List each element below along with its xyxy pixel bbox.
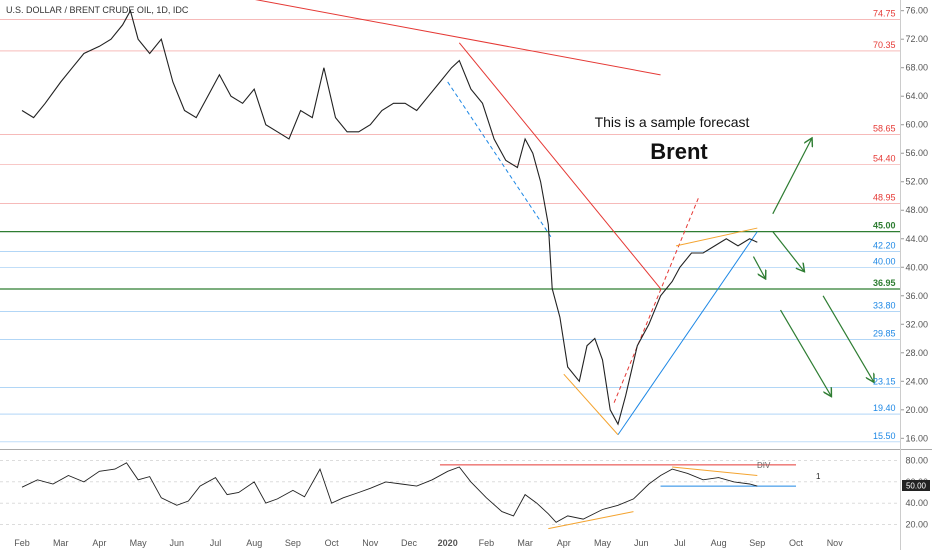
level-label-12: 19.40 — [873, 403, 896, 413]
trendline-0 — [254, 0, 661, 76]
price-tick-label-4: 60.00 — [905, 120, 928, 130]
level-label-10: 29.85 — [873, 329, 896, 339]
rsi-line-2 — [548, 511, 634, 530]
time-label-9: Nov — [362, 538, 379, 548]
level-label-9: 33.80 — [873, 300, 896, 310]
price-tick-label-5: 56.00 — [905, 148, 928, 158]
forecast-note: This is a sample forecast — [595, 114, 750, 130]
forecast-arrow-0 — [772, 139, 812, 215]
price-tick-label-7: 48.00 — [905, 205, 928, 215]
price-tick-label-15: 16.00 — [905, 433, 928, 443]
level-label-5: 45.00 — [873, 221, 896, 231]
level-labels: 74.75 70.35 58.65 54.40 48.95 45.00 42.20 40.00… — [873, 9, 896, 441]
price-tick-label-2: 68.00 — [905, 63, 928, 73]
time-label-14: Apr — [557, 538, 571, 548]
price-tick-label-12: 28.00 — [905, 348, 928, 358]
level-label-0: 74.75 — [873, 9, 896, 19]
rsi-tick-label-2: 40.00 — [905, 498, 928, 508]
price-tick-label-11: 32.00 — [905, 319, 928, 329]
time-label-2: Apr — [92, 538, 106, 548]
time-label-10: Dec — [401, 538, 418, 548]
level-label-2: 58.65 — [873, 123, 896, 133]
level-label-7: 40.00 — [873, 256, 896, 266]
time-label-17: Jul — [674, 538, 686, 548]
forecast-arrow-2 — [752, 256, 765, 278]
price-axis[interactable]: 76.00 72.00 68.00 64.00 60.00 56.00 52.00 48.00… — [900, 6, 928, 444]
time-label-3: May — [130, 538, 148, 548]
time-label-4: Jun — [170, 538, 185, 548]
rsi-tick-label-0: 80.00 — [905, 456, 928, 466]
time-label-19: Sep — [749, 538, 765, 548]
trendline-6 — [563, 373, 619, 436]
time-label-13: Mar — [517, 538, 533, 548]
price-level-lines — [0, 19, 900, 443]
price-tick-label-0: 76.00 — [905, 6, 928, 16]
trendline-5 — [675, 227, 758, 247]
trendline-2 — [447, 81, 553, 240]
trendline-4 — [613, 195, 700, 403]
time-label-15: May — [594, 538, 612, 548]
time-label-5: Jul — [210, 538, 222, 548]
price-tick-label-1: 72.00 — [905, 34, 928, 44]
time-label-16: Jun — [634, 538, 649, 548]
level-label-13: 15.50 — [873, 431, 896, 441]
level-label-11: 23.15 — [873, 376, 896, 386]
forecast-arrow-3 — [780, 309, 831, 396]
time-label-8: Oct — [325, 538, 340, 548]
forecast-arrow-4 — [822, 295, 873, 382]
time-label-0: Feb — [14, 538, 30, 548]
rsi-series — [21, 462, 758, 523]
level-label-4: 48.95 — [873, 192, 896, 202]
level-label-1: 70.35 — [873, 40, 896, 50]
trendline-1 — [458, 42, 661, 289]
instrument-label: Brent — [650, 139, 708, 164]
forecast-arrows — [752, 139, 873, 396]
time-label-12: Feb — [479, 538, 495, 548]
svg-text:50.00: 50.00 — [906, 482, 927, 491]
price-tick-label-6: 52.00 — [905, 177, 928, 187]
price-tick-label-14: 20.00 — [905, 405, 928, 415]
price-series — [21, 9, 758, 426]
level-label-8: 36.95 — [873, 278, 896, 288]
symbol-title: U.S. DOLLAR / BRENT CRUDE OIL, 1D, IDC — [6, 5, 189, 15]
trendline-3 — [617, 231, 758, 436]
time-label-11: 2020 — [438, 538, 458, 548]
price-tick-label-8: 44.00 — [905, 234, 928, 244]
forecast-arrow-1 — [772, 231, 804, 271]
time-label-1: Mar — [53, 538, 69, 548]
price-tick-label-10: 36.00 — [905, 291, 928, 301]
rsi-marker: 50.00 — [902, 480, 930, 491]
div-label: DIV — [757, 461, 771, 470]
time-axis[interactable]: Feb Mar Apr May Jun Jul Aug Sep Oct Nov Dec 2020 Feb… — [14, 538, 843, 548]
time-label-20: Oct — [789, 538, 804, 548]
time-label-21: Nov — [827, 538, 844, 548]
price-tick-label-3: 64.00 — [905, 91, 928, 101]
price-tick-label-13: 24.00 — [905, 376, 928, 386]
level-label-3: 54.40 — [873, 154, 896, 164]
time-label-6: Aug — [246, 538, 262, 548]
rsi-tick-label-3: 20.00 — [905, 519, 928, 529]
trendlines — [254, 0, 758, 436]
rsi-ref-label: 1 — [816, 472, 821, 481]
rsi-line-1 — [672, 466, 758, 476]
price-tick-label-9: 40.00 — [905, 262, 928, 272]
rsi-lines — [439, 464, 796, 530]
time-label-7: Sep — [285, 538, 301, 548]
time-label-18: Aug — [711, 538, 727, 548]
level-label-6: 42.20 — [873, 241, 896, 251]
